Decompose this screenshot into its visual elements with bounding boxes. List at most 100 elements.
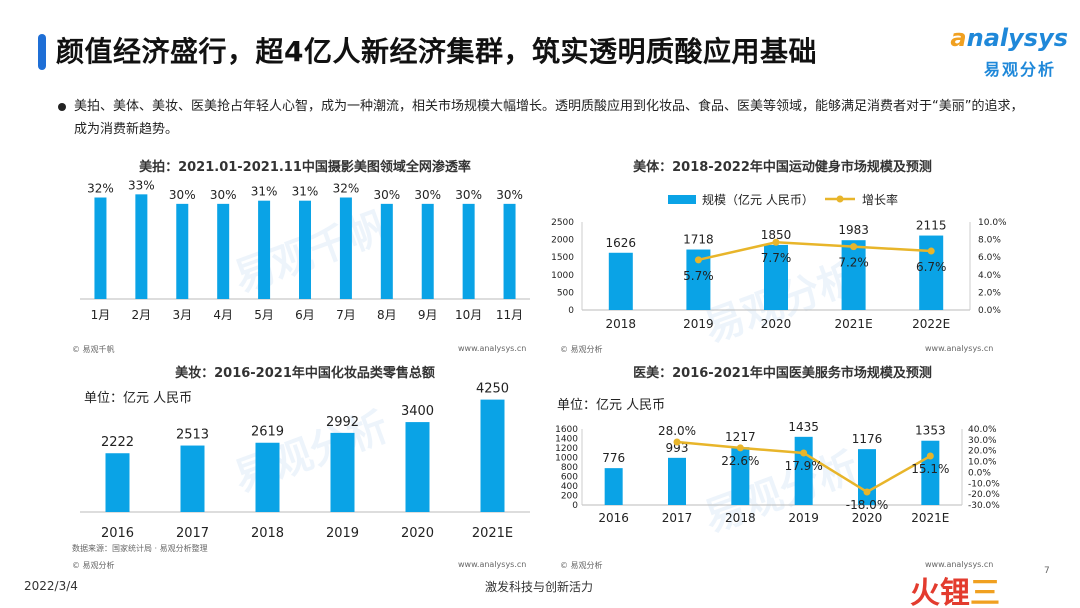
y-left-tick: 1000 <box>551 271 574 281</box>
legend-label-line: 增长率 <box>862 192 898 207</box>
bar-value-label: 1983 <box>838 223 869 237</box>
panel4-title: 医美：2016-2021年中国医美服务市场规模及预测 <box>633 366 932 381</box>
bar <box>841 240 866 310</box>
growth-point <box>736 444 744 452</box>
x-tick-label: 2019 <box>788 511 819 525</box>
data-label: 2513 <box>176 428 209 443</box>
panel2-title: 美体：2018-2022年中国运动健身市场规模及预测 <box>633 160 932 175</box>
bar-value-label: 1217 <box>725 430 756 444</box>
data-label: 30% <box>210 188 237 202</box>
panel1-title: 美拍：2021.01-2021.11中国摄影美图领域全网渗透率 <box>139 160 471 175</box>
panel3-unit: 单位：亿元 人民币 <box>84 391 193 406</box>
footer-brand-logo: 火锂三 <box>910 576 1000 608</box>
x-tick-label: 3月 <box>172 308 192 322</box>
bullet-text: 美拍、美体、美妆、医美抢占年轻人心智，成为一种潮流，相关市场规模大幅增长。透明质… <box>74 99 1024 137</box>
bar <box>480 399 505 512</box>
growth-label: 17.9% <box>785 459 823 473</box>
bar <box>299 200 311 299</box>
data-label: 31% <box>292 185 319 199</box>
growth-label: 28.0% <box>658 424 696 438</box>
bar <box>604 468 623 505</box>
x-tick-label: 2021E <box>472 526 513 541</box>
y-right-tick: 20.0% <box>968 447 997 457</box>
panel3-title: 美妆：2016-2021年中国化妆品类零售总额 <box>175 366 435 381</box>
y-right-tick: -10.0% <box>968 479 1000 489</box>
data-label: 30% <box>414 188 441 202</box>
y-right-tick: 10.0% <box>978 218 1007 228</box>
y-left-tick: 1400 <box>555 435 578 445</box>
y-right-tick: 6.0% <box>978 253 1001 263</box>
x-tick-label: 4月 <box>213 308 233 322</box>
x-tick-label: 2020 <box>401 526 434 541</box>
bar <box>180 445 205 512</box>
data-label: 30% <box>373 188 400 202</box>
x-tick-label: 2016 <box>101 526 134 541</box>
y-left-tick: 1000 <box>555 454 578 464</box>
y-left-tick: 600 <box>561 473 578 483</box>
y-left-tick: 1600 <box>555 425 578 435</box>
growth-label: 15.1% <box>911 462 949 476</box>
legend-marker-line <box>836 195 844 203</box>
y-right-tick: 2.0% <box>978 288 1001 298</box>
x-tick-label: 10月 <box>455 308 482 322</box>
bar-value-label: 1718 <box>683 233 714 247</box>
y-left-tick: 500 <box>557 288 574 298</box>
y-left-tick: 200 <box>561 492 578 502</box>
chart1-penetration: 32% 1月 33% 2月 30% 3月 30% 4月 31% 5月 31% 6月 32% 7月 30% 8月… <box>80 178 530 322</box>
growth-point <box>926 452 934 460</box>
bar-value-label: 1176 <box>852 432 883 446</box>
x-tick-label: 9月 <box>418 308 438 322</box>
growth-point <box>850 243 858 251</box>
growth-label: -18.0% <box>846 498 888 512</box>
growth-label: 6.7% <box>916 260 947 274</box>
y-right-tick: 0.0% <box>968 468 991 478</box>
x-tick-label: 2019 <box>326 526 359 541</box>
x-tick-label: 2021E <box>835 317 873 331</box>
bar <box>405 422 430 512</box>
panel3-source: © 易观分析 <box>72 561 115 570</box>
panel4-source: © 易观分析 <box>560 561 603 570</box>
bar <box>921 440 940 505</box>
data-label: 31% <box>251 185 278 199</box>
data-label: 2619 <box>251 425 284 440</box>
chart2-fitness: 规模（亿元 人民币） 增长率 0 500 1000 1500 2000 2500 0.0% 2.0… <box>551 192 1007 331</box>
footer-date: 2022/3/4 <box>24 579 78 593</box>
bar <box>503 203 516 299</box>
data-label: 32% <box>333 182 360 196</box>
data-label: 4250 <box>476 382 509 397</box>
panel3-datasource: 数据来源：国家统计局 · 易观分析整理 <box>72 544 208 553</box>
x-tick-label: 2017 <box>176 526 209 541</box>
bar-value-label: 1850 <box>761 228 792 242</box>
bar-value-label: 2115 <box>916 219 947 233</box>
y-right-tick: 4.0% <box>978 271 1001 281</box>
x-tick-label: 2017 <box>662 511 693 525</box>
growth-label: 7.2% <box>838 256 869 270</box>
growth-point <box>673 438 681 446</box>
growth-point <box>772 238 780 246</box>
y-left-tick: 400 <box>561 482 578 492</box>
bar <box>339 197 352 299</box>
bar <box>94 197 107 299</box>
x-tick-label: 2022E <box>912 317 950 331</box>
data-label: 2222 <box>101 435 134 450</box>
bar <box>668 457 686 505</box>
page-title: 颜值经济盛行，超4亿人新经济集群，筑实透明质酸应用基础 <box>56 35 817 68</box>
bar-value-label: 1626 <box>606 236 637 250</box>
chart3-cosmetics: 2222 2016 2513 2017 2619 2018 2992 2019 3400 2020… <box>80 382 530 541</box>
x-tick-label: 7月 <box>336 308 356 322</box>
y-right-tick: -30.0% <box>968 501 1000 511</box>
x-tick-label: 2016 <box>598 511 629 525</box>
x-tick-label: 6月 <box>295 308 315 322</box>
x-tick-label: 2020 <box>852 511 883 525</box>
x-tick-label: 1月 <box>91 308 111 322</box>
y-left-tick: 2000 <box>551 236 574 246</box>
logo-text-cn: 易观分析 <box>983 60 1056 79</box>
bar <box>421 203 434 299</box>
bar <box>217 203 230 299</box>
x-tick-label: 2018 <box>251 526 284 541</box>
x-tick-label: 8月 <box>377 308 397 322</box>
growth-point <box>863 488 871 496</box>
data-label: 30% <box>169 188 196 202</box>
bullet-dot <box>58 103 66 111</box>
growth-label: 22.6% <box>721 454 759 468</box>
